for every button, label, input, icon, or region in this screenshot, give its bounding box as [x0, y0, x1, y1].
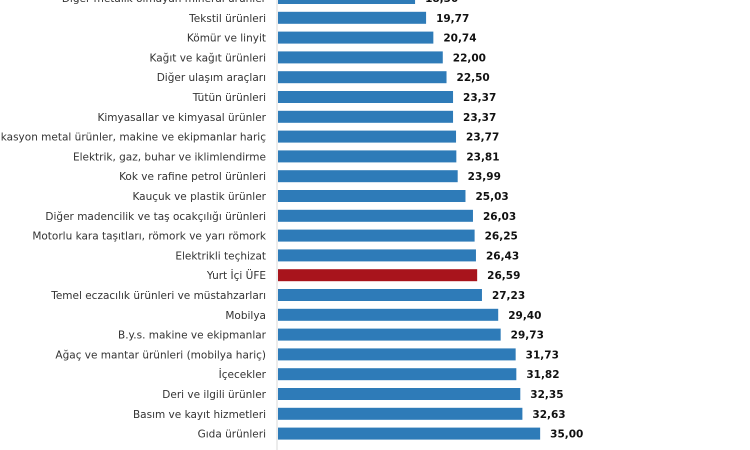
category-label: Elektrikli teçhizat: [175, 250, 266, 262]
bar: [278, 0, 416, 4]
value-label: 19,77: [436, 13, 469, 25]
value-label: 26,43: [486, 250, 519, 262]
bar: [278, 110, 454, 123]
bar: [278, 388, 521, 400]
value-label: 20,74: [443, 33, 476, 45]
value-label: 29,73: [511, 330, 544, 342]
category-label: Elektrik, gaz, buhar ve iklimlendirme: [73, 151, 266, 163]
bar: [278, 348, 516, 361]
bar: [278, 269, 478, 282]
bar: [278, 308, 499, 321]
category-label: Kömür ve linyit: [187, 33, 266, 45]
bar: [278, 209, 473, 222]
category-label: Kağıt ve kağıt ürünleri: [150, 52, 266, 64]
value-label: 23,77: [466, 132, 499, 144]
value-label: 22,50: [457, 72, 490, 84]
category-label: Deri ve ilgili ürünler: [162, 389, 266, 401]
bar: [278, 130, 457, 143]
bar: [278, 427, 541, 440]
value-label: 32,63: [532, 409, 565, 421]
category-label: Diğer metalik olmayan mineral ürünler: [62, 0, 267, 5]
category-label: Mobilya: [225, 310, 266, 322]
value-label: 23,81: [466, 151, 499, 163]
bar: [278, 31, 434, 44]
bar: [278, 51, 443, 64]
value-label: 22,00: [453, 52, 486, 64]
bar: [278, 150, 457, 163]
bar: [278, 229, 475, 242]
category-label: Diğer madencilik ve taş ocakçılığı ürünl…: [45, 211, 266, 223]
category-label: Kauçuk ve plastik ürünler: [132, 191, 266, 203]
category-label: Gıda ürünleri: [198, 429, 266, 441]
bar: [278, 170, 458, 183]
value-label: 26,25: [485, 231, 518, 243]
value-label: 25,03: [475, 191, 508, 203]
category-label: Ağaç ve mantar ürünleri (mobilya hariç): [55, 349, 266, 361]
category-label: Yurt İçi ÜFE: [206, 269, 266, 282]
value-label: 23,37: [463, 92, 496, 104]
category-label: Temel eczacılık ürünleri ve müstahzarlar…: [50, 290, 266, 302]
category-label: Basım ve kayıt hizmetleri: [133, 409, 266, 421]
bar: [278, 249, 476, 262]
value-label: 26,03: [483, 211, 516, 223]
bar: [278, 190, 466, 202]
value-label: 35,00: [550, 429, 583, 441]
category-label: Kimyasallar ve kimyasal ürünler: [97, 112, 266, 124]
bar: [278, 71, 447, 84]
value-label: 26,59: [487, 270, 520, 282]
value-label: 23,37: [463, 112, 496, 124]
value-label: 18,30: [425, 0, 458, 5]
value-label: 32,35: [530, 389, 563, 401]
value-label: 31,73: [526, 349, 559, 361]
value-label: 27,23: [492, 290, 525, 302]
category-label: Diğer ulaşım araçları: [157, 72, 266, 84]
category-label: Fabrikasyon metal ürünler, makine ve eki…: [0, 132, 266, 144]
value-label: 29,40: [508, 310, 541, 322]
bar: [278, 328, 501, 341]
bar: [278, 407, 523, 420]
bar: [278, 11, 427, 24]
category-label: Tekstil ürünleri: [188, 13, 266, 25]
category-label: İçecekler: [219, 368, 267, 381]
bar: [278, 91, 454, 103]
bar: [278, 368, 517, 381]
value-label: 23,99: [468, 171, 501, 183]
category-label: Motorlu kara taşıtları, römork ve yarı r…: [32, 231, 267, 243]
category-label: Tütün ürünleri: [192, 92, 266, 104]
bar: [278, 289, 482, 301]
category-label: Kok ve rafine petrol ürünleri: [119, 171, 266, 183]
value-label: 31,82: [526, 369, 559, 381]
category-label: B.y.s. makine ve ekipmanlar: [118, 330, 267, 342]
